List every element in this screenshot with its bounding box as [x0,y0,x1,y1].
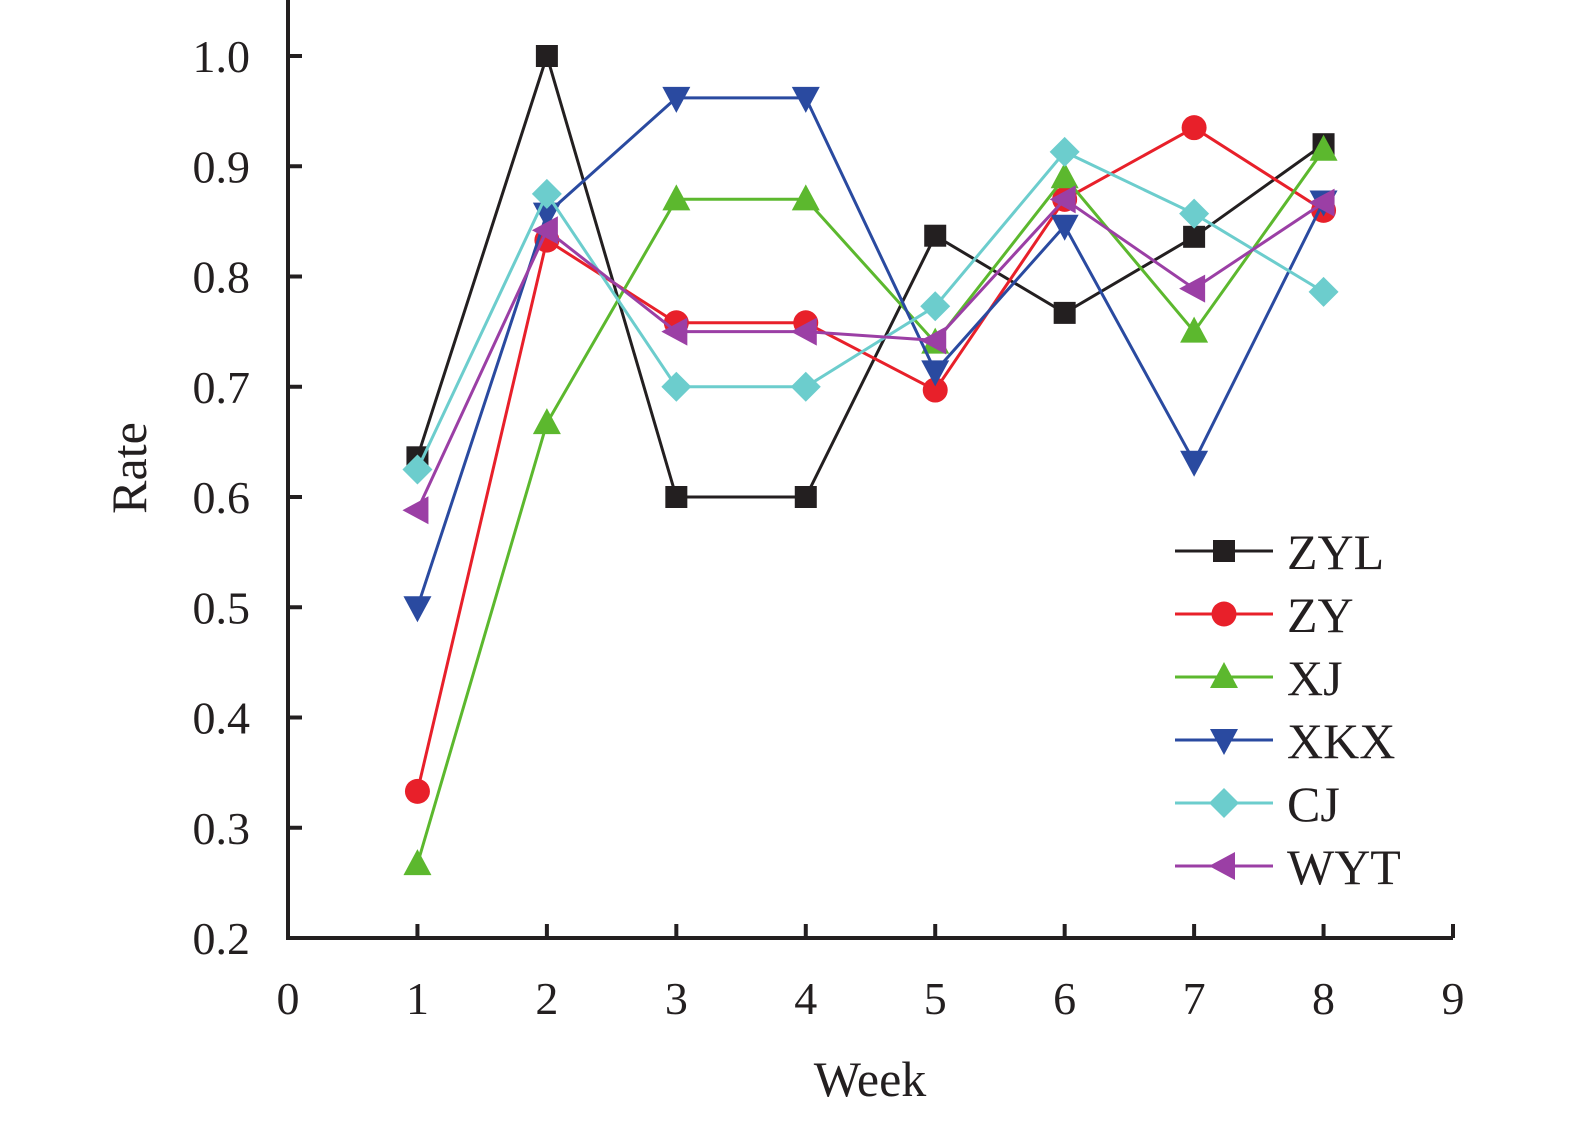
legend-label-xj: XJ [1287,650,1343,706]
point-zy [404,778,430,804]
legend-item-xj: XJ [1175,650,1343,706]
x-tick-label: 2 [535,973,558,1024]
point-cj [661,371,692,402]
legend-item-cj: CJ [1175,776,1340,832]
point-zyl [924,224,947,247]
point-cj [1179,198,1210,229]
y-tick-label: 0.8 [193,252,251,303]
x-tick-label: 4 [794,973,817,1024]
series-zyl [406,45,1335,508]
y-tick-label: 0.3 [193,803,251,854]
series-line-xj [415,148,1325,865]
legend-marker-wyt [1209,852,1235,880]
point-xkx [1050,214,1079,241]
point-zyl [665,486,688,508]
series-line-zy [415,125,1325,792]
point-xj [403,849,432,876]
legend-marker-zy [1211,601,1237,627]
point-zyl [1053,301,1076,324]
series-layer [402,45,1339,876]
point-xj [532,408,561,435]
x-tick-label: 1 [406,973,429,1024]
legend-label-wyt: WYT [1287,839,1401,895]
series-xkx [403,86,1338,623]
series-xj [403,134,1338,876]
point-zyl [1183,225,1206,248]
point-xj [791,184,820,211]
x-tick-label: 0 [277,973,300,1024]
legend-marker-cj [1209,788,1239,818]
legend-marker-xj [1210,662,1238,688]
y-tick-label: 0.5 [193,582,251,633]
legend-marker-xkx [1210,729,1238,755]
point-wyt [1049,185,1076,214]
point-cj [790,371,821,402]
point-zyl [535,45,558,67]
y-tick-label: 0.4 [193,693,251,744]
point-wyt [661,317,688,346]
point-xkx [662,86,691,113]
y-axis-title: Rate [101,422,157,514]
legend-label-xkx: XKX [1287,713,1395,769]
series-wyt [402,185,1335,525]
x-tick-label: 5 [924,973,947,1024]
point-zy [1181,115,1207,141]
point-xkx [921,360,950,387]
y-tick-label: 0.7 [193,362,251,413]
series-line-zyl [415,50,1325,499]
point-wyt [920,326,947,355]
point-xj [1050,162,1079,189]
series-cj [402,136,1339,485]
legend-label-zyl: ZYL [1287,524,1384,580]
legend: ZYL ZY XJ XKX CJ WYT [1175,524,1401,895]
x-tick-label: 6 [1053,973,1076,1024]
point-zy [922,377,948,403]
axes: 0 1 2 3 4 5 6 7 8 9 0.2 0.3 0.4 0.5 0.6 0.7 0.8 0.9 1.0 [193,0,1465,1024]
x-tick-label: 7 [1183,973,1206,1024]
point-cj [402,454,433,485]
point-wyt [531,216,558,245]
legend-item-wyt: WYT [1175,839,1401,895]
legend-label-cj: CJ [1287,776,1340,832]
point-xkx [1180,450,1209,477]
point-wyt [402,496,429,525]
y-tick-label: 0.6 [193,472,251,523]
series-line-wyt [416,197,1325,511]
point-wyt [1308,188,1335,217]
y-tick-label: 0.9 [193,141,251,192]
legend-item-zy: ZY [1175,587,1354,643]
point-wyt [1179,274,1206,303]
point-xj [1180,316,1209,343]
x-tick-label: 8 [1312,973,1335,1024]
point-cj [531,178,562,209]
point-cj [1049,136,1080,167]
point-xj [662,184,691,211]
legend-item-xkx: XKX [1175,713,1395,769]
series-line-xkx [415,96,1325,608]
point-xkx [403,596,432,623]
x-tick-label: 9 [1442,973,1465,1024]
point-zyl [794,486,817,508]
point-cj [1308,276,1339,307]
x-axis-title: Week [814,1051,927,1107]
point-xj [1309,134,1338,161]
legend-item-zyl: ZYL [1175,524,1384,580]
point-cj [920,291,951,322]
point-wyt [790,317,817,346]
point-xkx [791,86,820,113]
legend-marker-zyl [1213,540,1235,562]
series-line-cj [416,150,1325,471]
y-tick-label: 1.0 [193,31,251,82]
x-tick-label: 3 [665,973,688,1024]
legend-label-zy: ZY [1287,587,1354,643]
y-tick-label: 0.2 [193,913,251,964]
